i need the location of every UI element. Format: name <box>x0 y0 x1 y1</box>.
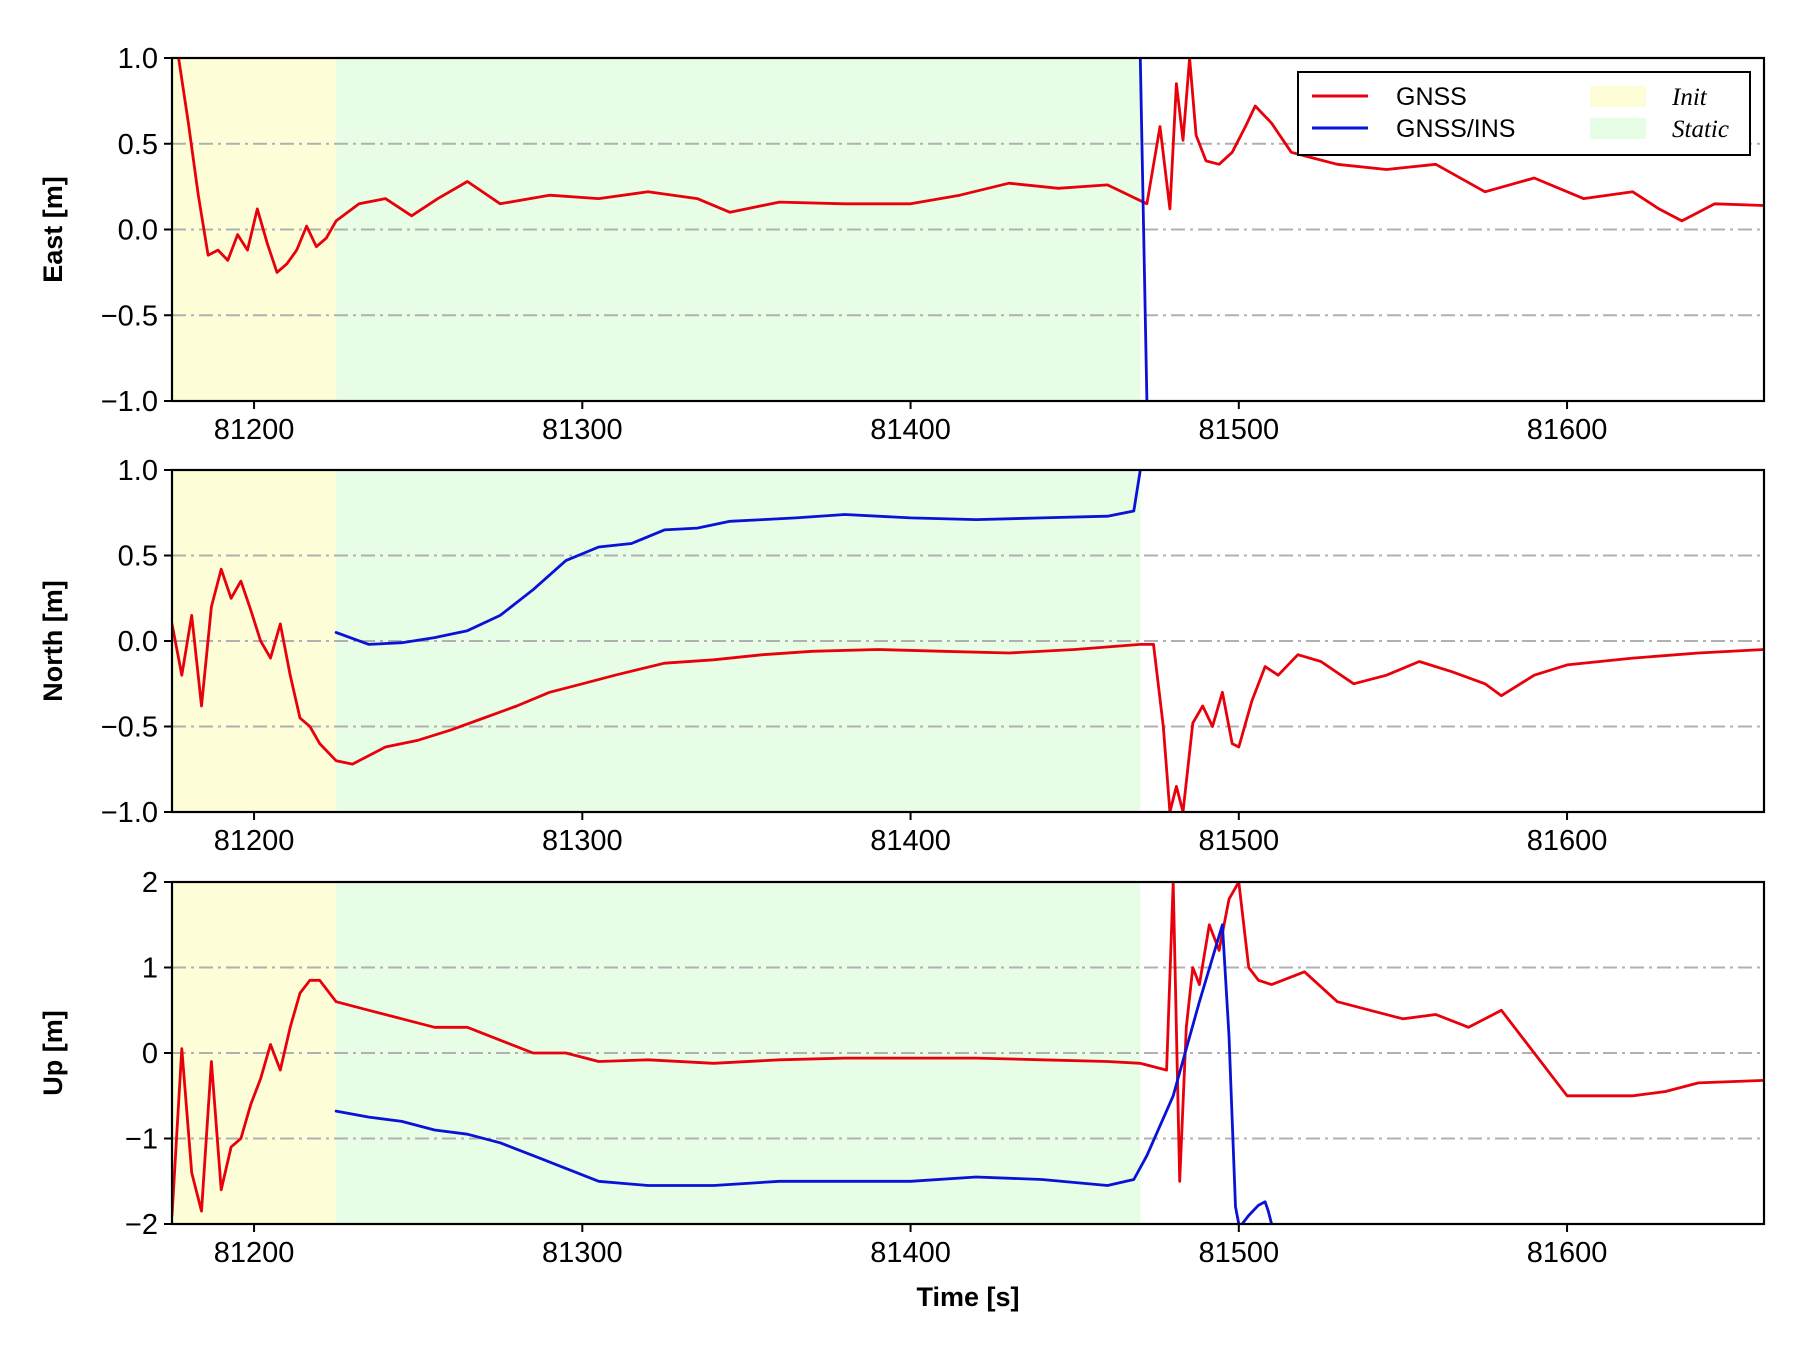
y-tick-label: −1 <box>125 1124 158 1156</box>
series-line-gnss-ins <box>334 470 1142 646</box>
x-tick-label: 81600 <box>1527 414 1608 446</box>
x-tick-label: 81400 <box>870 414 951 446</box>
legend-swatch-init <box>1590 86 1646 107</box>
legend-label: GNSS/INS <box>1396 115 1515 143</box>
y-tick-label: −0.5 <box>101 300 158 332</box>
panel-east: 1.0 0.5 0.0 −0.5 −1.0 81200 81300 81400 81500 816… <box>38 43 1766 446</box>
x-tick-label: 81600 <box>1527 1237 1608 1269</box>
x-tick-label: 81300 <box>542 1237 623 1269</box>
x-tick-label: 81300 <box>542 414 623 446</box>
x-tick-label: 81300 <box>542 825 623 857</box>
y-tick-label: −1.0 <box>101 386 158 418</box>
series-line-gnss-ins <box>334 923 1241 1224</box>
legend-label: Init <box>1671 84 1708 111</box>
x-tick-label: 81400 <box>870 825 951 857</box>
legend-box <box>1297 71 1751 156</box>
y-tick-label: 2 <box>142 867 158 899</box>
y-axis-label: East [m] <box>38 176 68 283</box>
x-tick-label: 81500 <box>1198 1237 1279 1269</box>
y-axis-label: North [m] <box>38 580 68 701</box>
panel-up: 2 1 0 −1 −2 81200 81300 81400 81500 81600 Up [m] <box>38 867 1766 1269</box>
series-line-gnss-ins <box>1240 1200 1273 1224</box>
y-tick-label: −2 <box>125 1209 158 1241</box>
panel-north: 1.0 0.5 0.0 −0.5 −1.0 81200 81300 81400 81500 816… <box>38 455 1766 857</box>
series-line-gnss <box>172 882 1764 1217</box>
y-tick-label: 0.0 <box>118 215 158 247</box>
x-axis-label: Time [s] <box>916 1282 1019 1312</box>
y-tick-label: 1.0 <box>118 43 158 75</box>
x-tick-label: 81400 <box>870 1237 951 1269</box>
x-tick-label: 81200 <box>214 825 295 857</box>
x-tick-label: 81500 <box>1198 825 1279 857</box>
y-tick-label: 0.5 <box>118 129 158 161</box>
series-line-gnss-ins <box>1138 58 1149 401</box>
y-tick-label: −1.0 <box>101 797 158 829</box>
y-tick-label: −0.5 <box>101 712 158 744</box>
y-tick-label: 0 <box>142 1038 158 1070</box>
legend-swatch-static <box>1590 118 1646 139</box>
series-line-gnss <box>177 58 1764 274</box>
series-line-gnss <box>172 567 1764 812</box>
y-tick-label: 0.0 <box>118 626 158 658</box>
y-tick-label: 1 <box>142 953 158 985</box>
x-tick-label: 81200 <box>214 414 295 446</box>
y-axis-label: Up [m] <box>38 1010 68 1095</box>
legend-label: GNSS <box>1396 83 1467 111</box>
legend-label: Static <box>1672 116 1729 143</box>
legend: GNSS GNSS/INS Init Static <box>1297 71 1751 156</box>
x-tick-label: 81600 <box>1527 825 1608 857</box>
y-tick-label: 1.0 <box>118 455 158 487</box>
x-tick-label: 81200 <box>214 1237 295 1269</box>
y-tick-label: 0.5 <box>118 541 158 573</box>
x-tick-label: 81500 <box>1198 414 1279 446</box>
